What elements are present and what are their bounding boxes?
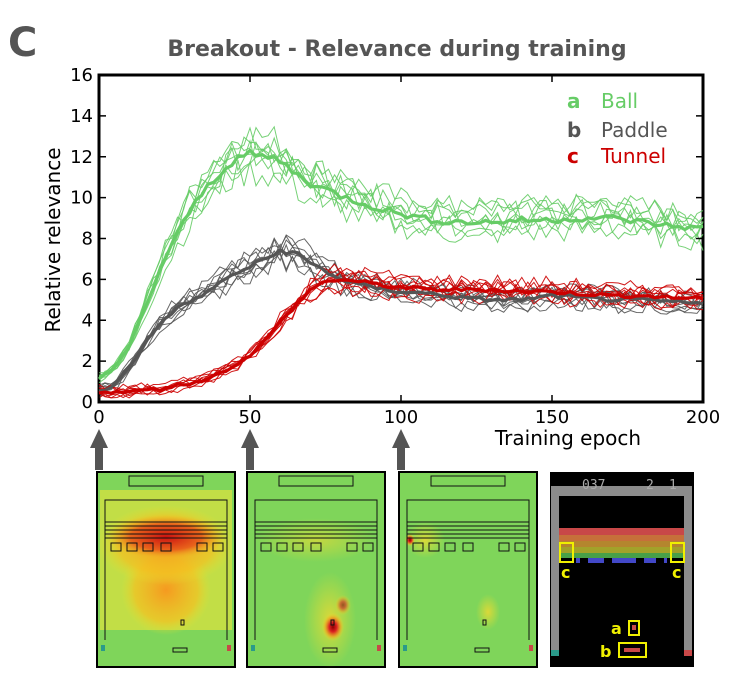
- series-run-ball: [99, 139, 704, 378]
- series-run-paddle: [98, 251, 704, 399]
- series-run-paddle: [98, 234, 704, 389]
- x-axis-label: Training epoch: [494, 426, 641, 450]
- breakout-game-frame: 037 2 1 c c a b: [550, 472, 694, 667]
- x-tick-label: 150: [535, 407, 569, 428]
- y-axis-label: Relative relevance: [41, 147, 65, 332]
- series-run-ball: [98, 136, 704, 377]
- series-run-ball: [98, 140, 704, 380]
- series-run-ball: [98, 148, 704, 377]
- series-run-paddle: [98, 234, 704, 386]
- series-run-paddle: [98, 254, 704, 398]
- y-tick-label: 16: [70, 65, 93, 86]
- axis-ticks: 0 50 100 150 200 0 2 4 6 8 10 12 14 16: [70, 65, 720, 428]
- series-run-tunnel: [98, 269, 704, 394]
- epoch-arrow-shaft: [95, 447, 103, 470]
- game-lives: 2: [646, 478, 654, 493]
- x-tick-label: 200: [686, 407, 720, 428]
- game-label-tunnel-left: c: [561, 563, 570, 582]
- panel-letter: C: [8, 20, 37, 66]
- series-run-paddle: [98, 248, 704, 392]
- series-lines: [97, 125, 704, 399]
- chart-title: Breakout - Relevance during training: [167, 37, 626, 62]
- legend-label-ball: Ball: [601, 89, 638, 113]
- series-run-ball: [98, 159, 704, 384]
- heatmap-epoch-50: [246, 471, 386, 668]
- legend-letter-tunnel: c: [567, 144, 579, 168]
- legend-letter-ball: a: [567, 89, 581, 113]
- epoch-arrow-head: [90, 429, 108, 448]
- heatmap-epoch-0: [96, 471, 236, 668]
- legend-label-tunnel: Tunnel: [600, 144, 666, 168]
- y-tick-label: 8: [82, 229, 93, 250]
- y-tick-label: 12: [70, 147, 93, 168]
- x-tick-label: 0: [93, 407, 104, 428]
- y-tick-label: 0: [82, 392, 93, 413]
- series-run-ball: [98, 125, 704, 374]
- legend-letter-paddle: b: [567, 118, 581, 142]
- game-player: 1: [669, 478, 677, 493]
- epoch-arrow-shaft: [397, 447, 405, 470]
- heatmap-epoch-100: [398, 471, 538, 668]
- x-tick-label: 50: [239, 407, 262, 428]
- series-mean-ball: [97, 148, 704, 381]
- series-run-paddle: [98, 237, 704, 389]
- epoch-arrow-shaft: [246, 447, 254, 470]
- game-label-paddle: b: [600, 642, 611, 661]
- game-label-ball: a: [611, 619, 622, 638]
- game-score: 037: [582, 478, 605, 493]
- y-tick-label: 4: [82, 310, 93, 331]
- y-tick-label: 14: [70, 106, 93, 127]
- x-tick-label: 100: [384, 407, 418, 428]
- epoch-arrow-head: [241, 429, 259, 448]
- series-mean-paddle: [98, 247, 704, 393]
- legend: a Ball b Paddle c Tunnel: [567, 89, 668, 168]
- series-run-ball: [98, 145, 704, 378]
- epoch-arrow-head: [392, 429, 410, 448]
- series-run-paddle: [98, 243, 704, 389]
- series-run-tunnel: [98, 267, 704, 393]
- series-run-tunnel: [98, 263, 704, 391]
- epoch-arrows: [90, 429, 410, 470]
- y-tick-label: 10: [70, 188, 93, 209]
- y-tick-label: 6: [82, 269, 93, 290]
- legend-label-paddle: Paddle: [601, 118, 668, 142]
- series-run-paddle: [98, 243, 704, 391]
- y-tick-label: 2: [82, 351, 93, 372]
- game-label-tunnel-right: c: [672, 563, 681, 582]
- series-mean-tunnel: [98, 278, 704, 395]
